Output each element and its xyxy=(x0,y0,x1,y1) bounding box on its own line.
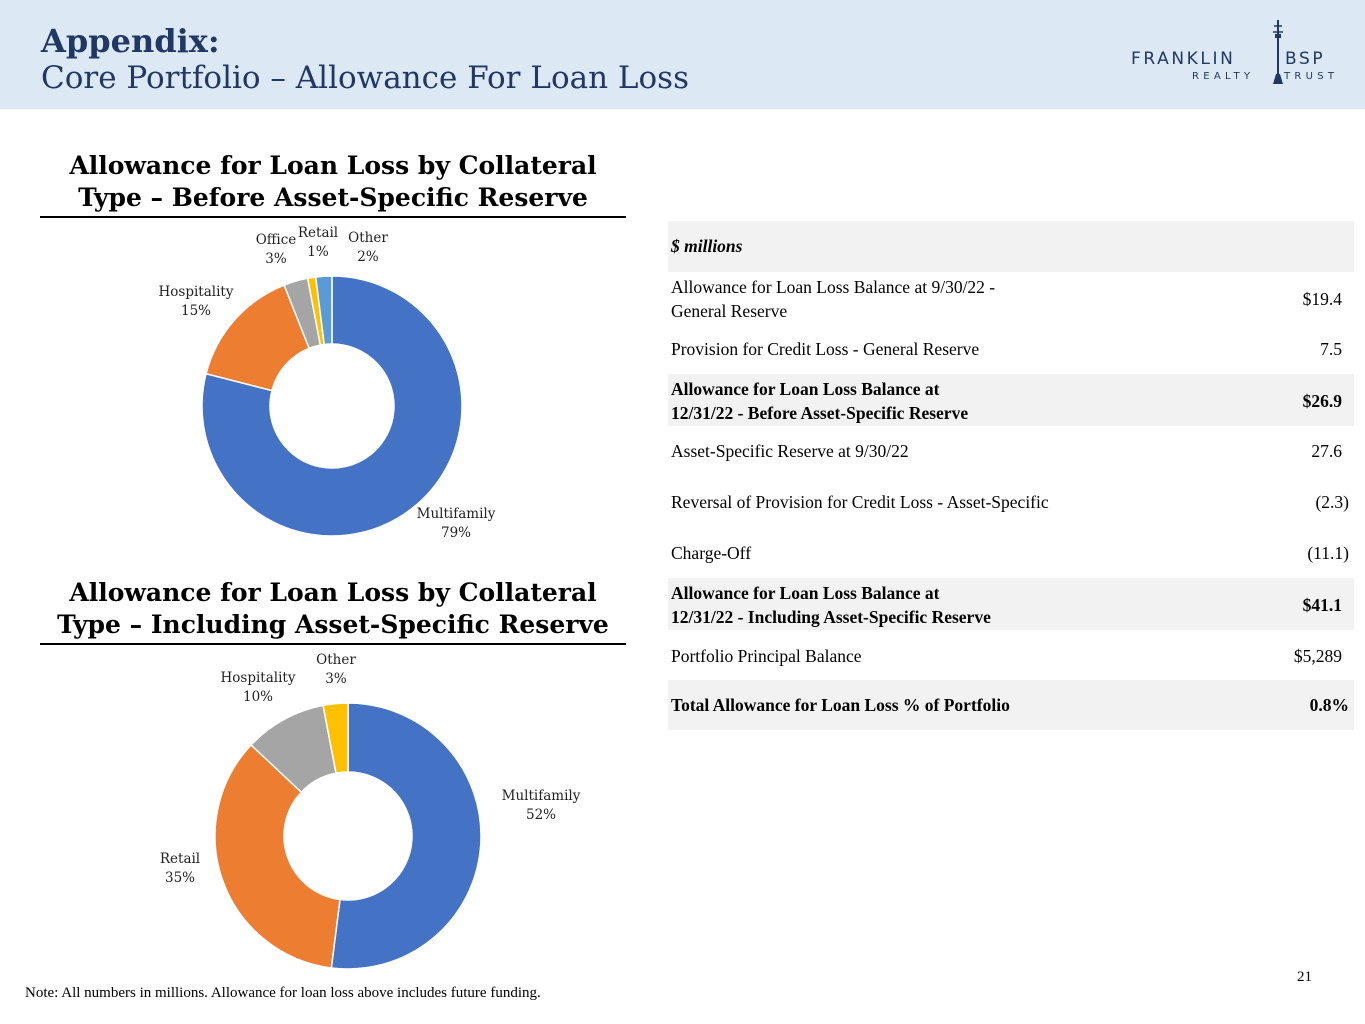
chart2-title-line2: Type – Including Asset-Specific Reserve xyxy=(57,610,609,639)
row-label-line1: Charge-Off xyxy=(671,543,752,563)
logo-mast-icon xyxy=(1273,20,1283,84)
row-value: $26.9 xyxy=(1302,391,1342,411)
table-header-row: $ millions xyxy=(668,221,1354,272)
chart1-label-retail-pct: 1% xyxy=(307,244,329,260)
chart2-label-hospitality-pct: 10% xyxy=(243,689,273,705)
chart1-label-hospitality-name: Hospitality xyxy=(159,284,234,300)
chart1-title: Allowance for Loan Loss by Collateral Ty… xyxy=(40,150,626,218)
chart1-label-multifamily-name: Multifamily xyxy=(417,506,496,522)
row-value: 7.5 xyxy=(1320,339,1342,359)
row-label-line2: 12/31/22 - Including Asset-Specific Rese… xyxy=(671,607,991,627)
chart2-title-line1: Allowance for Loan Loss by Collateral xyxy=(69,578,597,607)
row-label-line1: Allowance for Loan Loss Balance at xyxy=(671,583,940,603)
footnote: Note: All numbers in millions. Allowance… xyxy=(25,985,541,1001)
row-label-line2: General Reserve xyxy=(671,301,788,321)
logo-text-realty: REALTY xyxy=(1192,71,1255,82)
row-value: (2.3) xyxy=(1315,492,1349,512)
table-row-subtotal: Allowance for Loan Loss Balance at 12/31… xyxy=(668,374,1354,426)
row-value: $19.4 xyxy=(1302,289,1342,309)
table-row-subtotal: Allowance for Loan Loss Balance at 12/31… xyxy=(668,578,1354,630)
chart1-label-multifamily-pct: 79% xyxy=(441,525,471,541)
table-row: Charge-Off (11.1) xyxy=(668,540,1354,568)
row-label-line1: Portfolio Principal Balance xyxy=(671,646,862,666)
chart1-label-retail-name: Retail xyxy=(298,225,338,241)
row-label-line1: Allowance for Loan Loss Balance at 9/30/… xyxy=(671,277,996,297)
donut-charts: Multifamily 79% Hospitality 15% Office 3% Reta… xyxy=(159,225,581,970)
chart1-title-line1: Allowance for Loan Loss by Collateral xyxy=(69,151,597,180)
chart1-label-office-pct: 3% xyxy=(265,251,287,267)
row-value: (11.1) xyxy=(1307,543,1349,563)
chart1-slice-other xyxy=(314,275,333,346)
chart2-label-other-pct: 3% xyxy=(325,671,347,687)
logo-text-trust: TRUST xyxy=(1284,71,1339,82)
row-label-line1: Provision for Credit Loss - General Rese… xyxy=(671,339,980,359)
page-subtitle: Core Portfolio – Allowance For Loan Loss xyxy=(41,60,689,96)
company-logo: FRANKLIN BSP REALTY TRUST xyxy=(1128,18,1350,88)
row-label-line1: Allowance for Loan Loss Balance at xyxy=(671,379,940,399)
chart2-title: Allowance for Loan Loss by Collateral Ty… xyxy=(40,577,626,645)
table-row: Provision for Credit Loss - General Rese… xyxy=(668,335,1354,363)
logo-text-franklin: FRANKLIN xyxy=(1131,49,1236,69)
table-row-total: Total Allowance for Loan Loss % of Portf… xyxy=(668,680,1354,730)
chart1-label-hospitality-pct: 15% xyxy=(181,303,211,319)
logo-text-bsp: BSP xyxy=(1285,49,1326,69)
chart2-slice-other xyxy=(322,702,349,775)
row-label-line1: Total Allowance for Loan Loss % of Portf… xyxy=(671,695,1010,715)
row-value: 27.6 xyxy=(1311,441,1342,461)
chart2-slice-retail xyxy=(214,743,341,969)
chart1-label-other-name: Other xyxy=(348,230,388,246)
chart2-label-multifamily-pct: 52% xyxy=(526,807,556,823)
table-row: Reversal of Provision for Credit Loss - … xyxy=(668,489,1354,517)
row-label-line1: Reversal of Provision for Credit Loss - … xyxy=(671,492,1049,512)
row-label-line2: 12/31/22 - Before Asset-Specific Reserve xyxy=(671,403,969,423)
page-title: Appendix: xyxy=(41,22,220,60)
table-row: Portfolio Principal Balance $5,289 xyxy=(668,643,1354,671)
row-value: $5,289 xyxy=(1293,646,1342,666)
chart2-label-other-name: Other xyxy=(316,652,356,668)
header-band: Appendix: Core Portfolio – Allowance For… xyxy=(0,0,1365,109)
chart2-label-hospitality-name: Hospitality xyxy=(221,670,296,686)
row-value: 0.8% xyxy=(1309,695,1349,715)
chart1-slice-multifamily xyxy=(201,275,463,537)
row-value: $41.1 xyxy=(1302,595,1342,615)
chart1-title-line2: Type – Before Asset-Specific Reserve xyxy=(78,183,588,212)
chart2-label-retail-name: Retail xyxy=(160,851,200,867)
table-row: Asset-Specific Reserve at 9/30/22 27.6 xyxy=(668,437,1354,465)
chart2-label-retail-pct: 35% xyxy=(165,870,195,886)
chart2-label-multifamily-name: Multifamily xyxy=(502,788,581,804)
chart1-label-other-pct: 2% xyxy=(357,249,379,265)
chart2-slice-multifamily xyxy=(330,702,482,970)
page-number: 21 xyxy=(1297,969,1312,985)
row-label-line1: Asset-Specific Reserve at 9/30/22 xyxy=(671,441,909,461)
table-row: Allowance for Loan Loss Balance at 9/30/… xyxy=(668,274,1354,326)
chart1-label-office-name: Office xyxy=(256,232,297,248)
table-header-label: $ millions xyxy=(671,236,743,256)
